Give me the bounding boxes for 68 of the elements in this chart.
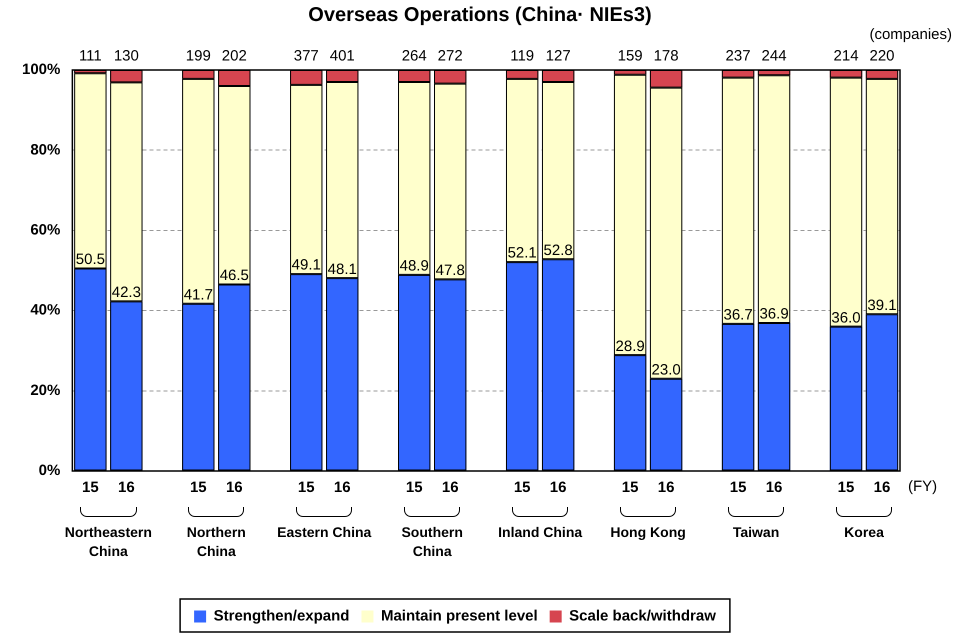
text: Inland China [497, 523, 584, 542]
text: (FY) [908, 478, 938, 495]
data-label: 42.3 [112, 284, 141, 302]
y-tick-label: 100% [22, 61, 60, 78]
text: Northeastern China [64, 523, 153, 561]
x-tick-label: 16 [874, 479, 890, 496]
x-tick-label: 16 [550, 479, 566, 496]
y-tick-label: 20% [30, 382, 60, 399]
text: 199 [186, 48, 211, 65]
text: Taiwan [732, 523, 780, 542]
x-tick-label: 15 [838, 479, 854, 496]
text: 130 [114, 48, 139, 65]
text: 244 [762, 48, 787, 65]
text: 178 [654, 48, 679, 65]
x-tick-label: 15 [82, 479, 99, 496]
text: 119 [510, 48, 534, 65]
legend-label: Scale back/withdraw [569, 608, 716, 625]
text: Hong Kong [609, 523, 687, 542]
y-tick-label: 40% [30, 302, 60, 319]
x-tick-label: 16 [334, 479, 351, 496]
x-tick-label: 16 [658, 479, 674, 496]
text: 111 [78, 48, 102, 65]
x-tick-label: 16 [766, 479, 782, 496]
data-label: 41.7 [184, 286, 213, 304]
text: 272 [438, 48, 463, 65]
text: 202 [222, 48, 247, 65]
text: 159 [618, 48, 643, 65]
text: 220 [869, 48, 895, 65]
y-tick-label: 0% [38, 462, 60, 480]
data-label: 36.0 [831, 309, 861, 326]
x-tick-label: 15 [622, 479, 638, 496]
x-tick-label: 15 [190, 479, 207, 496]
text: Korea [843, 523, 885, 542]
data-label: 28.9 [616, 338, 645, 355]
text: 264 [402, 48, 427, 65]
data-label: 48.1 [328, 260, 357, 278]
text: Northern China [186, 523, 247, 561]
text: 127 [546, 48, 571, 65]
text: 401 [330, 48, 355, 65]
y-tick-label: 80% [30, 141, 60, 158]
data-label: 36.9 [759, 306, 789, 323]
text: (companies) [869, 26, 952, 43]
data-label: 50.5 [76, 251, 105, 268]
x-tick-label: 15 [406, 479, 423, 496]
chart-title: Overseas Operations (China· NIEs3) [307, 4, 653, 27]
data-label: 47.8 [436, 262, 465, 279]
text: 377 [294, 48, 319, 65]
legend-label: Maintain present level [380, 608, 538, 625]
data-label: 39.1 [867, 296, 897, 314]
data-label: 36.7 [723, 306, 753, 324]
legend-label: Strengthen/expand [214, 608, 350, 625]
data-label: 52.8 [544, 242, 573, 259]
data-label: 52.1 [508, 244, 537, 262]
data-label: 49.1 [292, 256, 321, 274]
x-tick-label: 16 [118, 479, 135, 496]
x-tick-label: 15 [514, 479, 531, 496]
text: Eastern China [276, 523, 372, 542]
x-tick-label: 16 [226, 479, 243, 496]
x-tick-label: 16 [442, 479, 459, 496]
x-tick-label: 15 [298, 479, 315, 496]
text: 237 [726, 48, 751, 65]
text: Southern China [400, 523, 464, 561]
data-label: 23.0 [652, 361, 681, 378]
x-tick-label: 15 [730, 479, 746, 496]
y-tick-label: 60% [30, 222, 60, 239]
text: 214 [834, 48, 859, 65]
data-label: 48.9 [400, 258, 429, 275]
data-label: 46.5 [220, 267, 249, 284]
